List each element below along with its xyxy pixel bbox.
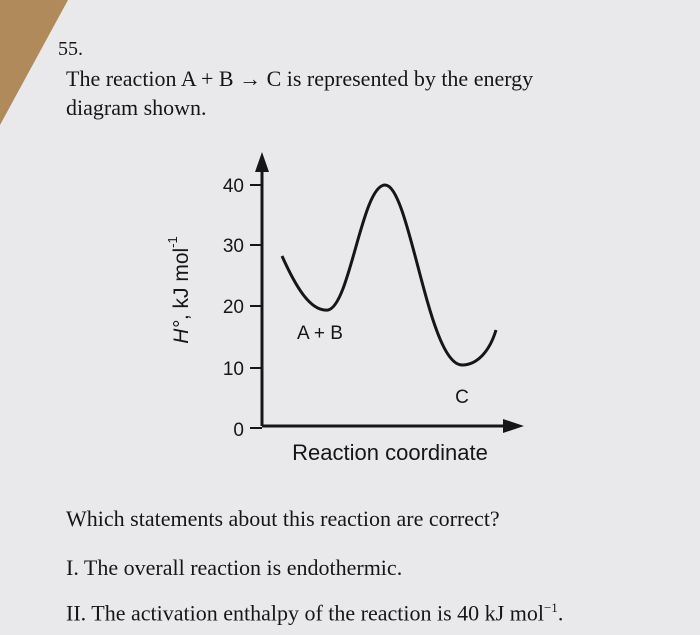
reactant-label: A + B — [297, 323, 343, 344]
statement-end: . — [557, 600, 564, 626]
prompt: Which statements about this reaction are… — [66, 506, 500, 531]
y-label-unit: , kJ mol — [170, 248, 193, 320]
stem-line: The reaction A + B → C is represented by… — [66, 66, 534, 91]
y-arrow — [255, 152, 269, 172]
product-label: C — [455, 387, 469, 408]
statement: I. The overall reaction is endothermic. — [66, 555, 403, 580]
y-axis-label: H°, kJ mol-1 — [165, 236, 192, 343]
stem-line: diagram shown. — [66, 95, 207, 120]
y-label-sup: -1 — [165, 236, 180, 248]
tick-label: 20 — [223, 297, 244, 318]
table-corner — [0, 0, 68, 125]
tick-label: 30 — [223, 236, 244, 257]
statement-text: II. The activation enthalpy of the react… — [66, 600, 544, 626]
x-arrow — [503, 419, 524, 433]
tick-label: 0 — [233, 420, 244, 441]
y-label-symbol: H° — [170, 320, 193, 344]
tick-label: 10 — [223, 359, 244, 380]
question-number: 55. — [58, 38, 83, 60]
statement: II. The activation enthalpy of the react… — [66, 600, 563, 626]
statement-sup: −1 — [543, 600, 558, 615]
x-axis-label: Reaction coordinate — [292, 440, 488, 465]
energy-curve — [280, 183, 498, 367]
tick-label: 40 — [223, 176, 244, 197]
ticks — [250, 184, 262, 429]
